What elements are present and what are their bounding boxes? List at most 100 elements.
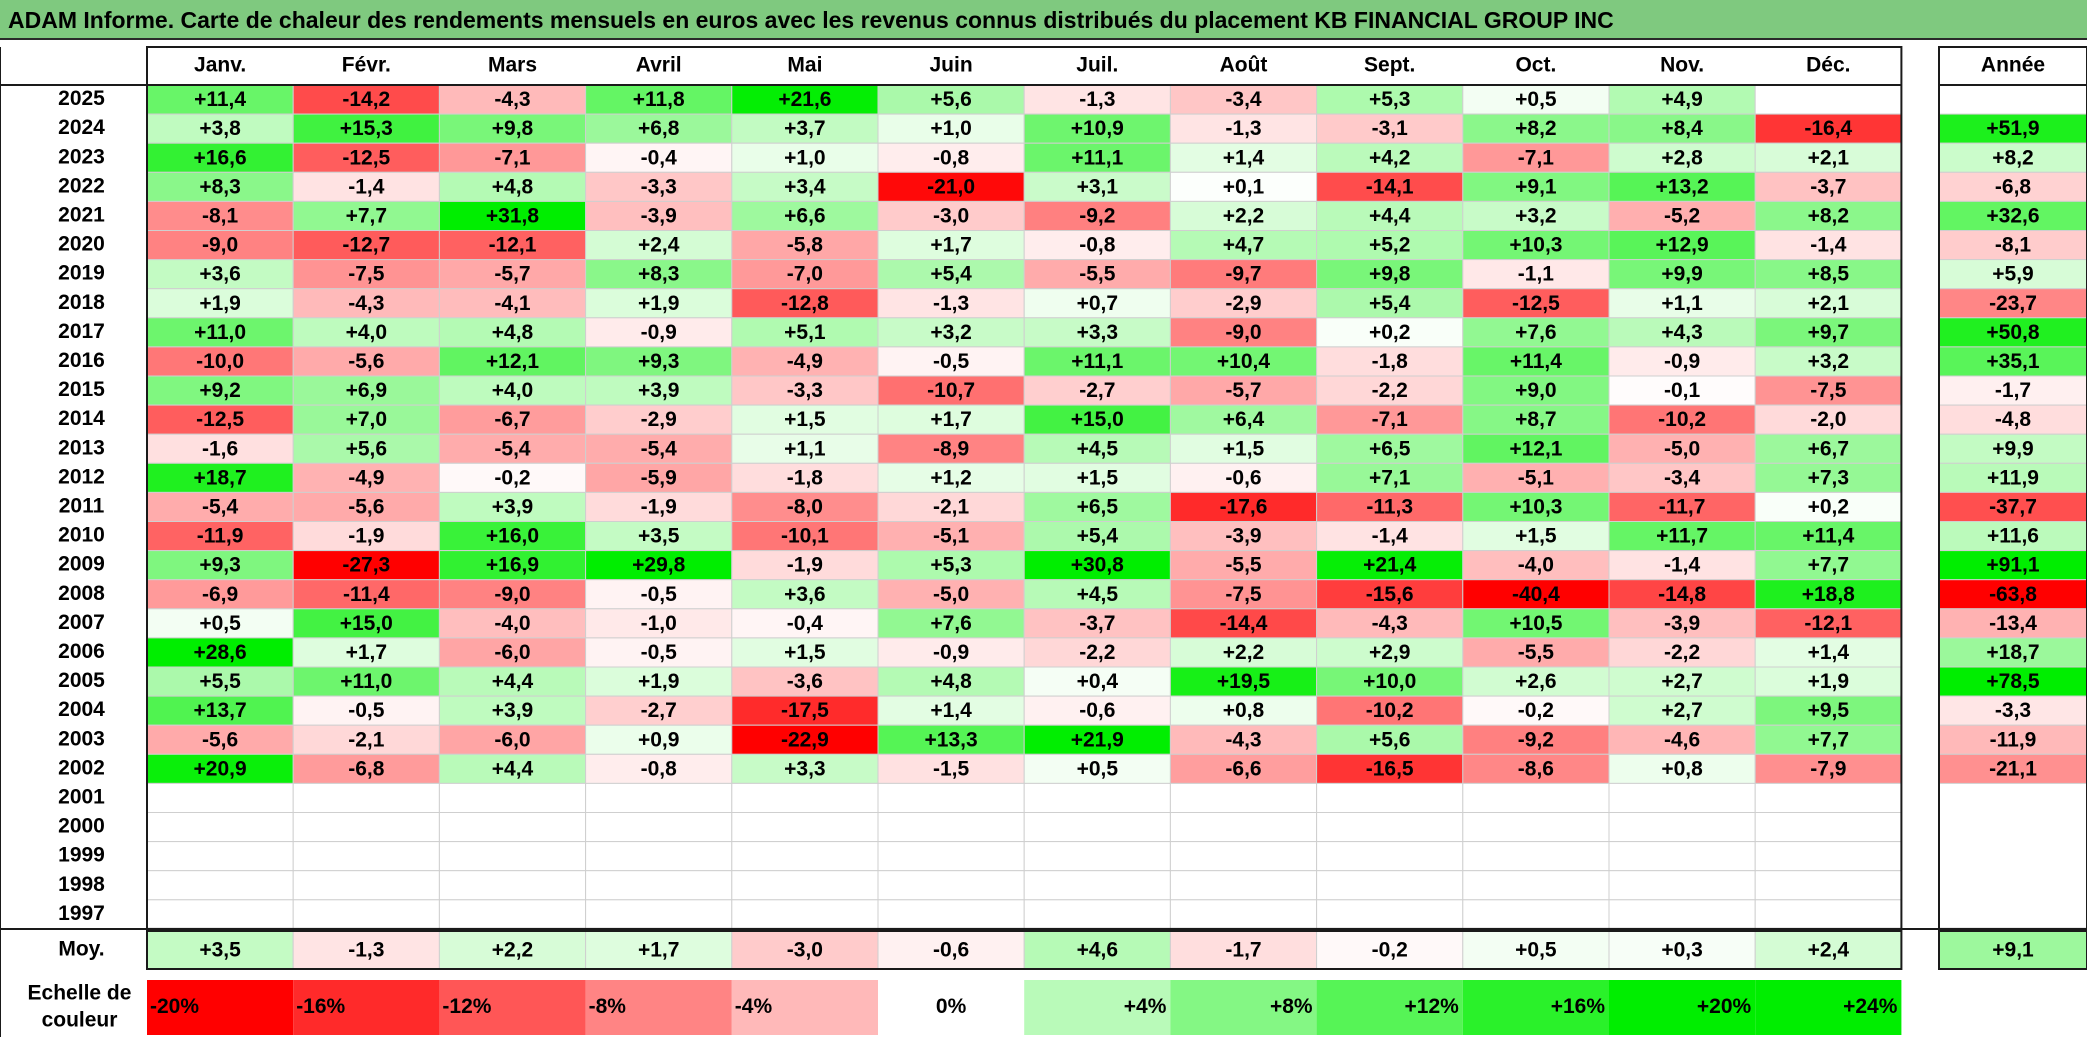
heatmap-cell <box>1023 753 1171 784</box>
annual-cell <box>1938 288 2087 319</box>
heatmap-cell <box>1462 433 1610 464</box>
year-label: 2012 <box>58 465 105 488</box>
heatmap-cell <box>585 608 733 639</box>
heatmap-cell <box>585 870 733 901</box>
heatmap-cell <box>1316 899 1464 930</box>
cell-value-label: +6,5 <box>1369 437 1411 460</box>
cell-value-label: +16,0 <box>486 525 539 548</box>
year-label: 2006 <box>58 640 105 663</box>
annual-cell <box>1938 346 2087 377</box>
heatmap-cell <box>731 84 879 115</box>
cell-value-label: +1,9 <box>199 292 240 315</box>
cell-value-label: +28,6 <box>194 641 247 664</box>
cell-value-label: +12,9 <box>1656 234 1709 257</box>
cell-value-label: -17,5 <box>781 699 829 722</box>
average-value-label: -0,2 <box>1372 939 1408 962</box>
heatmap-cell <box>1608 346 1756 377</box>
heatmap-cell <box>1316 230 1464 261</box>
annual-cell <box>1938 637 2087 668</box>
annual-cell <box>1938 753 2087 784</box>
cell-value-label: +15,3 <box>340 117 393 140</box>
cell-value-label: +1,9 <box>1808 670 1849 693</box>
heatmap-cell <box>1608 782 1756 814</box>
cell-value-label: +11,8 <box>633 88 685 111</box>
cell-value-label: -1,8 <box>787 466 824 489</box>
cell-value-label: -0,9 <box>641 321 677 344</box>
heatmap-cell <box>731 404 879 435</box>
heatmap-cell <box>585 753 733 784</box>
cell-value-label: +5,1 <box>784 321 826 344</box>
heatmap-cell <box>877 491 1025 522</box>
cell-value-label: -7,5 <box>1225 583 1262 606</box>
heatmap-cell <box>438 84 587 115</box>
heatmap-cell <box>1316 462 1464 493</box>
cell-value-label: -5,9 <box>641 466 677 489</box>
heatmap-cell <box>146 462 294 493</box>
annual-value-label: +8,2 <box>1992 146 2033 169</box>
heatmap-cell <box>438 753 587 784</box>
year-label: 2009 <box>58 553 105 576</box>
cell-value-label: -3,7 <box>1810 175 1846 198</box>
cell-value-label: +3,8 <box>199 117 241 140</box>
heatmap-cell <box>1462 113 1610 144</box>
cell-value-label: -3,6 <box>787 670 823 693</box>
heatmap-cell <box>1754 404 1902 435</box>
heatmap-cell <box>1316 259 1464 290</box>
cell-value-label: -12,5 <box>196 408 244 431</box>
cell-value-label: +20,9 <box>194 757 247 780</box>
cell-value-label: -1,9 <box>348 525 384 548</box>
cell-value-label: +2,9 <box>1369 641 1410 664</box>
average-value-label: -1,3 <box>348 939 384 962</box>
heatmap-cell <box>1169 841 1318 872</box>
annual-average-value-label: +9,1 <box>1992 939 2034 962</box>
heatmap-cell <box>585 230 733 261</box>
heatmap-cell <box>877 870 1025 901</box>
annual-cell <box>1938 695 2087 726</box>
cell-value-label: -1,5 <box>933 757 970 780</box>
year-label: 2024 <box>58 116 105 139</box>
heatmap-cell <box>1608 899 1756 930</box>
heatmap-cell <box>877 171 1025 202</box>
heatmap-cell <box>1169 812 1318 843</box>
cell-value-label: +9,8 <box>492 117 534 140</box>
cell-value-label: +15,0 <box>340 612 393 635</box>
cell-value-label: +1,4 <box>930 699 972 722</box>
cell-value-label: +4,7 <box>1223 234 1264 257</box>
cell-value-label: -2,9 <box>1225 292 1261 315</box>
average-value-label: -0,6 <box>933 939 969 962</box>
cell-value-label: +1,7 <box>346 641 387 664</box>
cell-value-label: -4,0 <box>1518 554 1554 577</box>
heatmap-cell <box>1462 812 1610 843</box>
scale-label-line1: Echelle de <box>28 982 132 1005</box>
cell-value-label: +21,6 <box>778 88 831 111</box>
cell-value-label: +4,4 <box>1369 204 1411 227</box>
heatmap-cell <box>585 812 733 843</box>
scale-swatch <box>147 980 294 1035</box>
cell-value-label: -7,1 <box>1518 146 1555 169</box>
cell-value-label: +6,6 <box>784 204 825 227</box>
scale-swatch <box>1316 980 1463 1035</box>
month-header: Janv. <box>194 54 246 77</box>
cell-value-label: +1,9 <box>638 670 679 693</box>
heatmap-cell <box>146 404 294 435</box>
heatmap-cell <box>438 695 587 726</box>
cell-value-label: +13,7 <box>194 699 247 722</box>
cell-value-label: -5,7 <box>1225 379 1261 402</box>
heatmap-cell <box>1316 288 1464 319</box>
heatmap-cell <box>438 462 587 493</box>
cell-value-label: -14,2 <box>342 88 390 111</box>
annual-cell <box>1938 171 2087 202</box>
heatmap-cell <box>1462 695 1610 726</box>
heatmap-cell <box>1316 433 1464 464</box>
average-cell <box>1169 930 1318 970</box>
annual-value-label: -11,9 <box>1990 728 2037 751</box>
cell-value-label: -5,6 <box>348 350 384 373</box>
heatmap-cell <box>1754 200 1902 231</box>
annual-value-label: -13,4 <box>1989 612 2037 635</box>
heatmap-cell <box>1608 317 1756 348</box>
cell-value-label: -2,2 <box>1372 379 1408 402</box>
cell-value-label: -1,0 <box>641 612 677 635</box>
heatmap-cell <box>1169 491 1318 522</box>
year-label: 2016 <box>58 349 105 372</box>
cell-value-label: +5,6 <box>1369 728 1410 751</box>
